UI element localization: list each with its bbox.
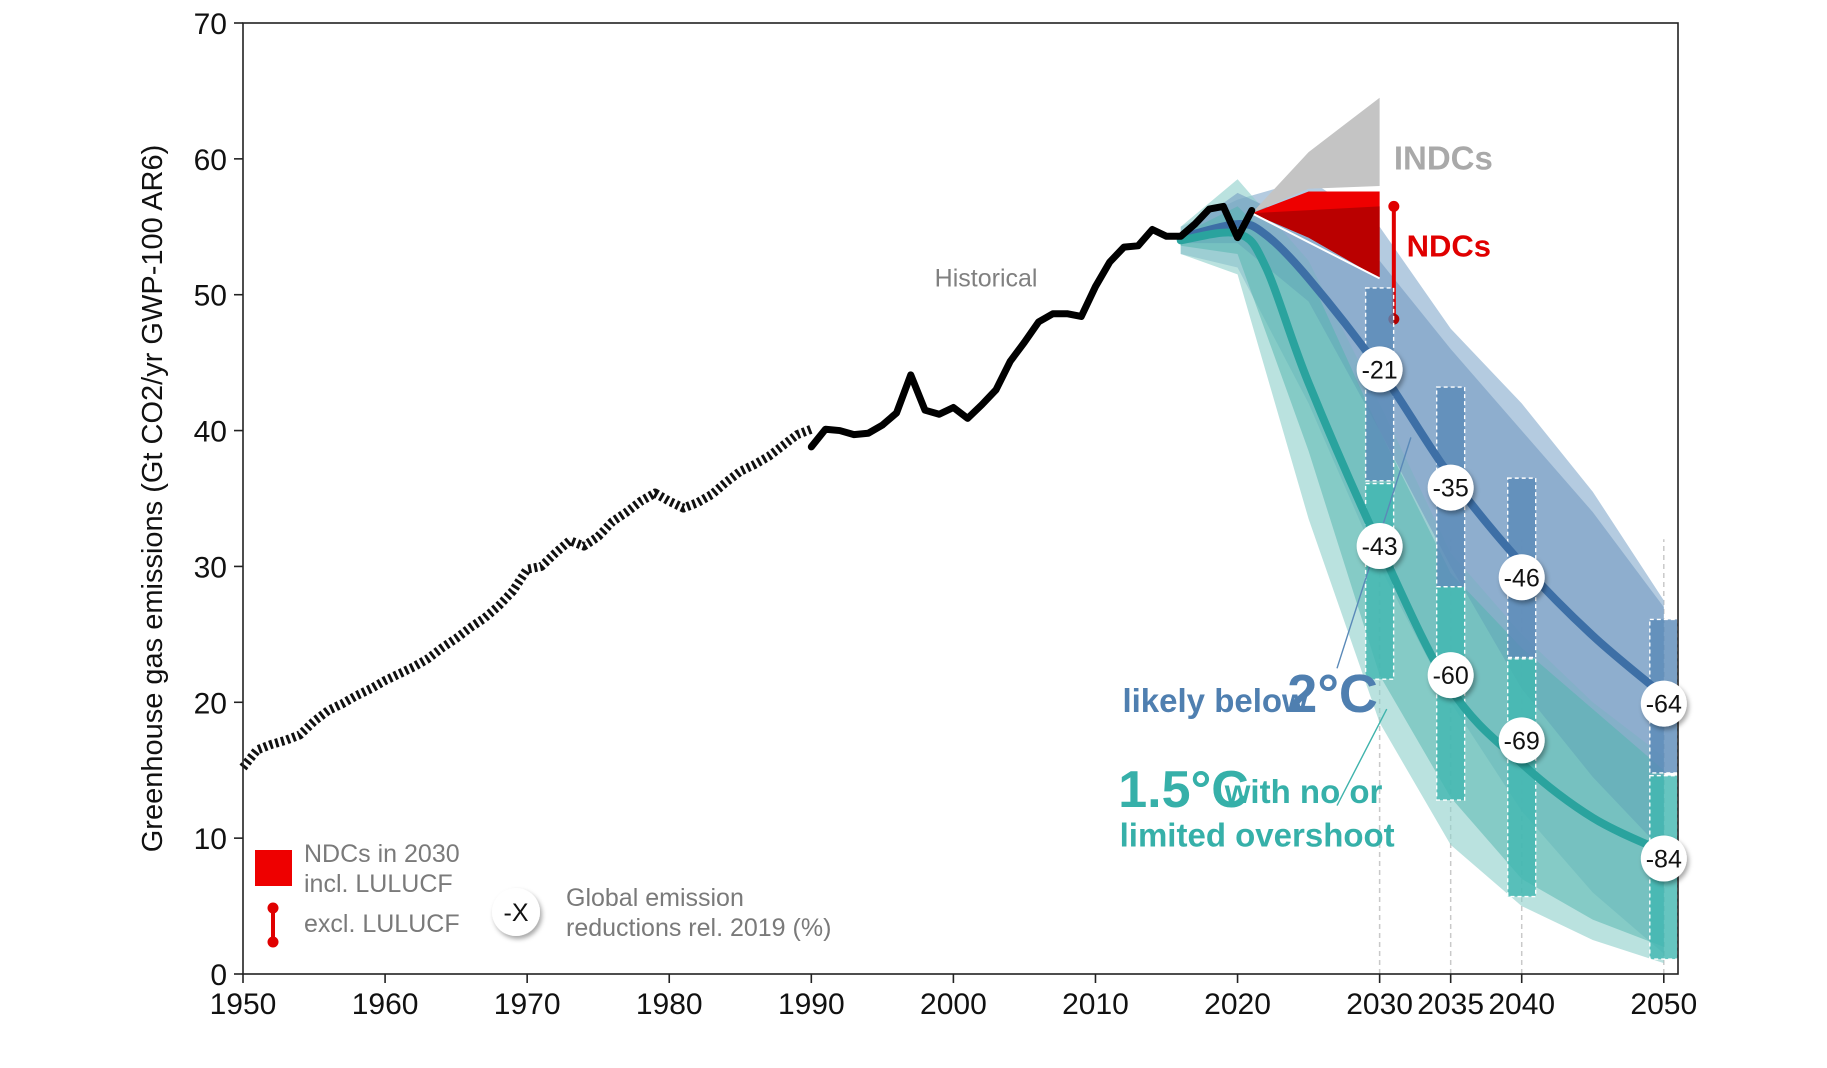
likely-2c-badge-2035: [1427, 464, 1474, 511]
one-point-five-badge-label-2035: -60: [1433, 662, 1469, 690]
y-axis-label: Greenhouse gas emissions (Gt CO2/yr GWP-…: [137, 145, 169, 853]
likely-2c-badge-2030: [1356, 346, 1403, 393]
x-tick-label-2010: 2010: [1062, 988, 1129, 1021]
one-point-five-box-2040: [1507, 658, 1537, 898]
ndcs-excl-lulucf-top: [1388, 200, 1400, 212]
x-tick-label-2020: 2020: [1204, 988, 1271, 1021]
scenario-ranges: [1180, 179, 1665, 974]
likely-2c-label-temp: 2°C: [1287, 664, 1378, 724]
x-tick-label-2000: 2000: [920, 988, 987, 1021]
reduction-badges: -21 -35 -46 -64 -43 -60 -69 -84: [1356, 346, 1687, 882]
legend-ndc-line2: incl. LULUCF: [304, 870, 453, 898]
x-tick-label-1990: 1990: [778, 988, 845, 1021]
indcs-label: INDCs: [1394, 140, 1493, 177]
legend-excl-bottom: [267, 936, 279, 948]
one-point-five-badge-label-2040: -69: [1504, 727, 1540, 755]
y-tick-label-30: 30: [194, 551, 227, 584]
band-15c-interquartile: [1180, 206, 1664, 947]
y-tick-label-70: 70: [194, 8, 227, 41]
likely-2c-badge-2050: [1640, 680, 1687, 727]
likely-2c-badge-label-2035: -35: [1433, 475, 1469, 503]
legend-reduction-symbol: -X: [504, 899, 529, 927]
x-tick-label-1980: 1980: [636, 988, 703, 1021]
legend-reduction-line2: reductions rel. 2019 (%): [566, 914, 831, 942]
one-point-five-box-2030: [1364, 482, 1395, 680]
historical-early-line: [239, 425, 813, 771]
likely-2c-label-text: likely below: [1122, 682, 1308, 719]
axes: 1950 1960 1970 1980 1990 2000 2010 2020 2030 2035…: [137, 8, 1697, 1021]
likely-2c-median-line: [1176, 220, 1668, 700]
legend-ndc-swatch: [255, 850, 292, 886]
ndcs-edge: [1251, 212, 1381, 280]
one-point-five-label-line1: with no or: [1224, 773, 1383, 810]
y-tick-label-0: 0: [210, 959, 227, 992]
plot-frame: [242, 22, 1679, 975]
likely-2c-badge-2040: [1498, 554, 1545, 601]
one-point-five-leader: [1336, 708, 1388, 806]
likely-2c-badge-label-2050: -64: [1646, 691, 1682, 719]
one-point-five-label-temp: 1.5°C: [1118, 761, 1249, 819]
y-tick-label-60: 60: [194, 144, 227, 177]
one-point-five-badge-2030: [1356, 523, 1403, 570]
y-tick-label-50: 50: [194, 280, 227, 313]
x-tick-label-1970: 1970: [494, 988, 561, 1021]
x-tick-label-1960: 1960: [352, 988, 419, 1021]
legend-excl-label: excl. LULUCF: [304, 910, 460, 938]
one-point-five-badge-label-2030: -43: [1362, 533, 1398, 561]
historical-label: Historical: [935, 265, 1038, 293]
one-point-five-badge-label-2050: -84: [1646, 846, 1682, 874]
ndcs-range-core: [1251, 206, 1380, 279]
y-tick-label-10: 10: [194, 823, 227, 856]
likely-2c-badge-label-2030: -21: [1362, 356, 1398, 384]
one-point-five-label-line2: limited overshoot: [1120, 816, 1395, 853]
ndcs-label: NDCs: [1407, 229, 1491, 264]
legend-ndc-line1: NDCs in 2030: [304, 840, 460, 868]
x-tick-label-2030: 2030: [1346, 988, 1413, 1021]
one-point-five-badge-2040: [1498, 717, 1545, 764]
one-point-five-badge-2050: [1640, 835, 1687, 882]
y-tick-label-20: 20: [194, 687, 227, 720]
x-tick-label-1950: 1950: [210, 988, 277, 1021]
x-tick-label-2035: 2035: [1417, 988, 1484, 1021]
one-point-five-badge-2035: [1427, 652, 1474, 699]
x-tick-label-2050: 2050: [1630, 988, 1697, 1021]
y-tick-label-40: 40: [194, 416, 227, 449]
likely-2c-badge-label-2040: -46: [1504, 564, 1540, 592]
legend-reduction-badge: [492, 888, 540, 936]
indcs-range: [1251, 97, 1380, 214]
historical-line: [807, 202, 1256, 451]
legend-reduction-line1: Global emission: [566, 884, 744, 912]
x-tick-label-2040: 2040: [1488, 988, 1555, 1021]
pledge-ranges: [1251, 97, 1400, 325]
legend-excl-top: [267, 902, 279, 914]
